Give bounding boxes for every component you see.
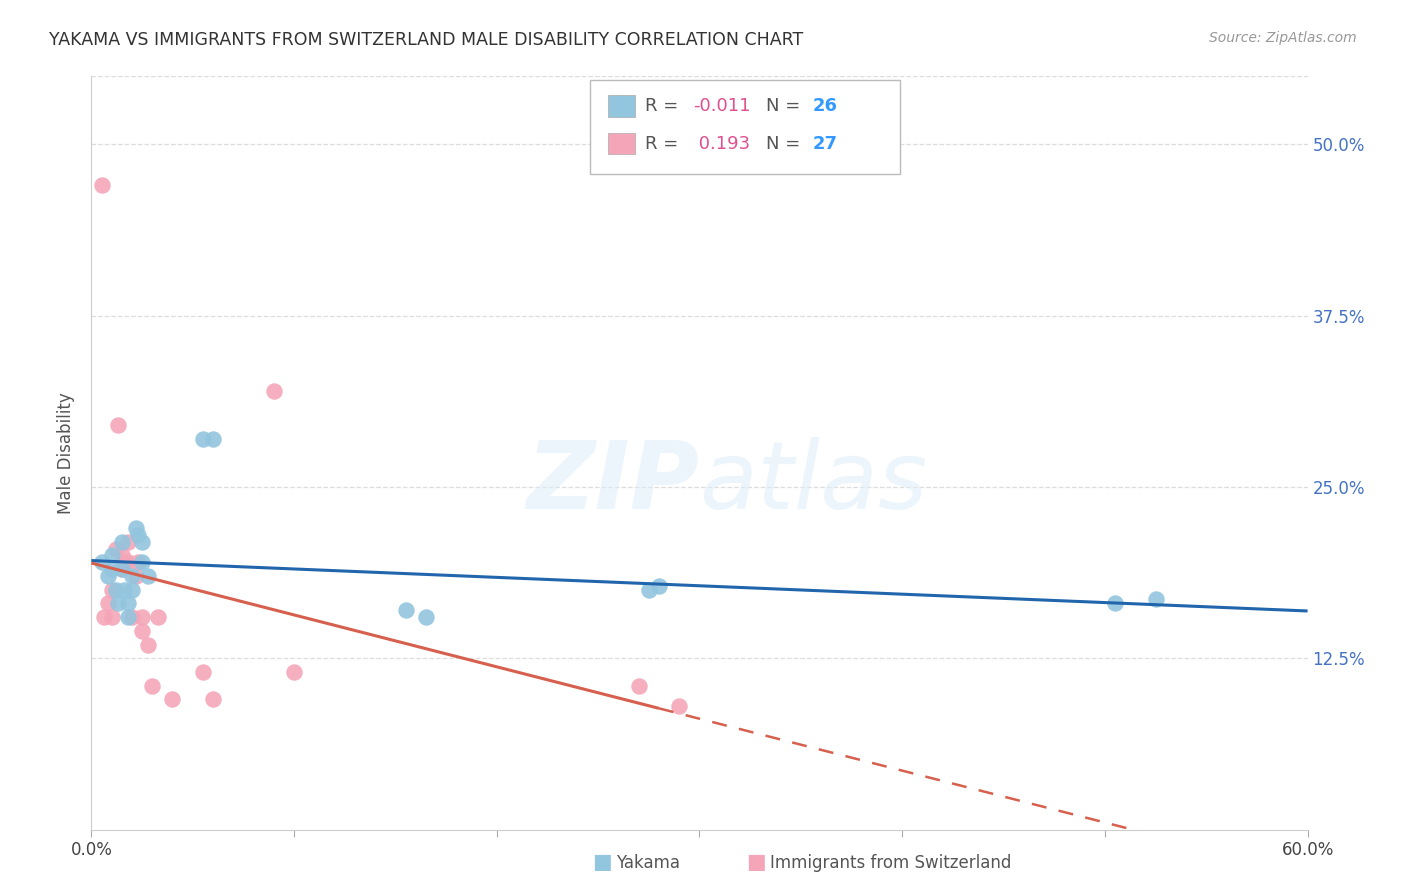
Point — [191, 665, 214, 679]
Point — [100, 582, 122, 597]
Point — [111, 549, 134, 563]
Text: ■: ■ — [747, 853, 766, 872]
Point — [202, 692, 225, 706]
Point — [263, 384, 285, 398]
Point — [121, 582, 143, 597]
Text: N =: N = — [766, 135, 807, 153]
Point — [97, 569, 120, 583]
Point — [117, 596, 139, 610]
Point — [148, 610, 170, 624]
Point — [100, 549, 122, 563]
Text: R =: R = — [645, 135, 683, 153]
Point — [1104, 596, 1126, 610]
Point — [127, 555, 149, 569]
Point — [127, 528, 149, 542]
Point — [136, 638, 159, 652]
Point — [136, 569, 159, 583]
FancyBboxPatch shape — [609, 133, 636, 154]
Point — [394, 603, 416, 617]
Text: 0.193: 0.193 — [693, 135, 751, 153]
Y-axis label: Male Disability: Male Disability — [58, 392, 76, 514]
Point — [93, 610, 115, 624]
Point — [283, 665, 305, 679]
Point — [415, 610, 437, 624]
Point — [100, 610, 122, 624]
Text: 26: 26 — [813, 97, 838, 115]
Point — [112, 555, 135, 569]
Point — [648, 579, 671, 593]
Text: ■: ■ — [592, 853, 612, 872]
Text: Source: ZipAtlas.com: Source: ZipAtlas.com — [1209, 31, 1357, 45]
Point — [202, 432, 225, 446]
Point — [100, 562, 122, 576]
Point — [121, 569, 143, 583]
Text: Immigrants from Switzerland: Immigrants from Switzerland — [770, 855, 1012, 872]
FancyBboxPatch shape — [609, 95, 636, 117]
Point — [131, 610, 153, 624]
Text: YAKAMA VS IMMIGRANTS FROM SWITZERLAND MALE DISABILITY CORRELATION CHART: YAKAMA VS IMMIGRANTS FROM SWITZERLAND MA… — [49, 31, 803, 49]
Point — [107, 596, 129, 610]
Point — [191, 432, 214, 446]
Point — [104, 582, 127, 597]
Point — [97, 596, 120, 610]
Text: ZIP: ZIP — [527, 437, 699, 529]
Point — [90, 178, 112, 193]
Point — [627, 679, 650, 693]
Point — [125, 569, 148, 583]
Point — [117, 555, 139, 569]
Point — [90, 555, 112, 569]
Point — [141, 679, 163, 693]
Point — [131, 534, 153, 549]
Text: 27: 27 — [813, 135, 838, 153]
Point — [117, 534, 139, 549]
FancyBboxPatch shape — [591, 79, 900, 174]
Point — [1144, 592, 1167, 607]
Point — [104, 541, 127, 556]
Point — [668, 699, 690, 714]
Point — [112, 582, 135, 597]
Text: atlas: atlas — [699, 437, 928, 528]
Text: R =: R = — [645, 97, 683, 115]
Point — [117, 610, 139, 624]
Point — [107, 418, 129, 433]
Point — [121, 610, 143, 624]
Text: Yakama: Yakama — [616, 855, 681, 872]
Text: -0.011: -0.011 — [693, 97, 751, 115]
Text: N =: N = — [766, 97, 807, 115]
Point — [162, 692, 184, 706]
Point — [111, 562, 134, 576]
Point — [111, 562, 134, 576]
Point — [125, 521, 148, 535]
Point — [131, 624, 153, 638]
Point — [637, 582, 659, 597]
Point — [131, 555, 153, 569]
Point — [111, 534, 134, 549]
